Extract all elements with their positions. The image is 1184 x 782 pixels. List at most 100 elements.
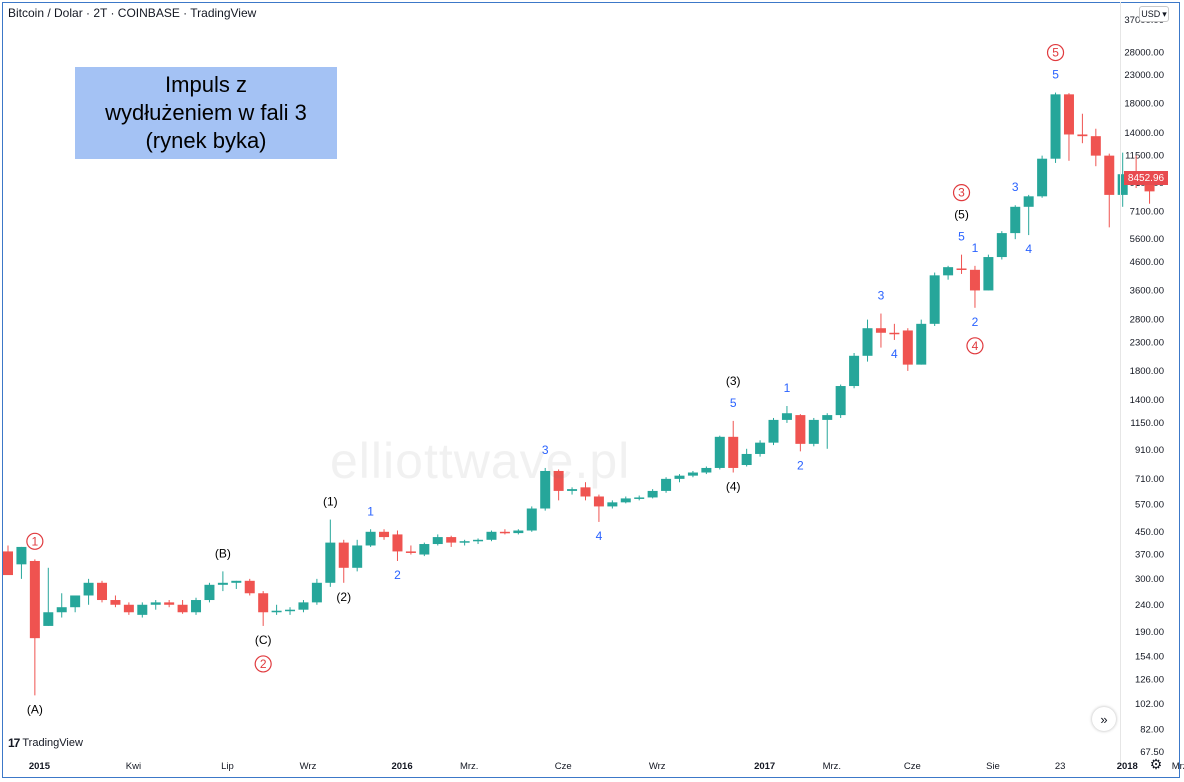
candle-up: [217, 582, 228, 585]
y-tick-label: 7100.00: [1130, 207, 1164, 218]
candle-up: [231, 580, 242, 583]
y-tick-label: 11500.00: [1125, 151, 1164, 162]
candle-up: [298, 602, 309, 610]
candle-up: [285, 609, 296, 612]
candle-down: [123, 604, 134, 613]
candle-up: [567, 489, 578, 491]
wave-label-circled: 1: [32, 534, 39, 548]
wave-label-intermediate: (1): [323, 495, 338, 509]
candle-up: [768, 419, 779, 443]
y-tick-label: 1400.00: [1130, 395, 1164, 406]
currency-label: USD: [1141, 9, 1161, 19]
y-tick-label: 1150.00: [1130, 418, 1164, 429]
y-tick-label: 2300.00: [1130, 337, 1164, 348]
y-tick-label: 23000.00: [1124, 70, 1164, 81]
candle-down: [553, 470, 564, 491]
candle-up: [607, 502, 618, 507]
candle-up: [43, 612, 54, 626]
candle-up: [634, 497, 645, 499]
candle-up: [1023, 196, 1034, 207]
wave-label-circled: 5: [1052, 46, 1059, 60]
wave-label-minor: 4: [891, 347, 898, 361]
candle-down: [593, 496, 604, 507]
candle-up: [849, 355, 860, 387]
gear-icon[interactable]: ⚙: [1149, 755, 1163, 772]
candle-up: [271, 610, 282, 613]
wave-label-minor: 1: [367, 504, 374, 518]
candle-down: [446, 537, 457, 543]
candle-up: [808, 419, 819, 444]
candle-up: [1010, 206, 1021, 234]
candle-down: [244, 580, 255, 594]
candle-up: [352, 545, 363, 568]
candle-up: [1050, 94, 1061, 159]
wave-label-intermediate: (B): [215, 546, 231, 560]
y-tick-label: 3600.00: [1130, 285, 1164, 296]
candle-up: [459, 541, 470, 543]
wave-label-intermediate: (A): [27, 702, 43, 716]
wave-label-minor: 2: [797, 458, 804, 472]
x-tick-label: 2015: [29, 761, 51, 772]
candle-up: [701, 467, 712, 473]
y-tick-label: 570.00: [1135, 499, 1164, 510]
candle-up: [983, 257, 994, 291]
candle-up: [16, 546, 27, 565]
wave-label-minor: 5: [1052, 68, 1059, 82]
candle-up: [781, 413, 792, 420]
y-tick-label: 450.00: [1135, 527, 1164, 538]
candle-up: [486, 531, 497, 540]
y-tick-label: 5600.00: [1130, 234, 1164, 245]
chart-title: Bitcoin / Dolar · 2T · COINBASE · Tradin…: [8, 6, 257, 20]
x-tick-label: 2016: [391, 761, 412, 772]
candle-up: [835, 386, 846, 416]
wave-label-minor: 1: [784, 381, 791, 395]
wave-label-minor: 4: [1025, 242, 1032, 256]
candle-up: [943, 267, 954, 276]
wave-label-minor: 3: [878, 289, 885, 303]
x-tick-label: Mrz.: [1172, 761, 1184, 772]
wave-label-minor: 3: [542, 443, 549, 457]
y-tick-label: 67.50: [1140, 747, 1164, 758]
candle-down: [258, 593, 269, 613]
wave-label-minor: 4: [596, 529, 603, 543]
y-tick-label: 910.00: [1135, 445, 1164, 456]
y-tick-label: 102.00: [1135, 699, 1164, 710]
wave-label-intermediate: (5): [954, 208, 969, 222]
candle-down: [728, 436, 739, 468]
candle-down: [1063, 94, 1074, 135]
tradingview-logo-text: TradingView: [22, 737, 83, 749]
candle-up: [83, 582, 94, 596]
scroll-to-realtime-button[interactable]: »: [1092, 707, 1116, 731]
y-tick-label: 1800.00: [1130, 366, 1164, 377]
candle-up: [916, 323, 927, 365]
wave-circle-marker: [26, 532, 44, 550]
wave-circle-marker: [254, 655, 272, 673]
candle-down: [405, 551, 416, 553]
candle-up: [325, 542, 336, 583]
x-tick-label: 2018: [1117, 761, 1138, 772]
wave-circle-marker: [1046, 43, 1065, 62]
candle-up: [755, 442, 766, 454]
y-tick-label: 28000.00: [1124, 47, 1164, 58]
x-tick-label: Mrz.: [460, 761, 478, 772]
y-tick-label: 18000.00: [1124, 99, 1164, 110]
candle-up: [862, 328, 873, 356]
y-tick-label: 4600.00: [1130, 257, 1164, 268]
wave-label-minor: 2: [972, 315, 979, 329]
wave-label-circled: 3: [958, 186, 965, 200]
candle-down: [392, 534, 403, 552]
x-tick-label: Sie: [986, 761, 1000, 772]
x-tick-label: Mrz.: [823, 761, 841, 772]
candle-up: [191, 600, 202, 613]
candle-down: [3, 551, 13, 576]
y-tick-label: 190.00: [1135, 627, 1164, 638]
y-tick-label: 300.00: [1135, 574, 1164, 585]
wave-label-circled: 4: [972, 339, 979, 353]
candle-up: [311, 582, 322, 603]
info-box-line-2: wydłużeniem w fali 3: [105, 100, 307, 125]
currency-button[interactable]: USD ▾: [1139, 6, 1169, 22]
x-tick-label: Wrz: [300, 761, 317, 772]
candle-up: [741, 453, 752, 466]
